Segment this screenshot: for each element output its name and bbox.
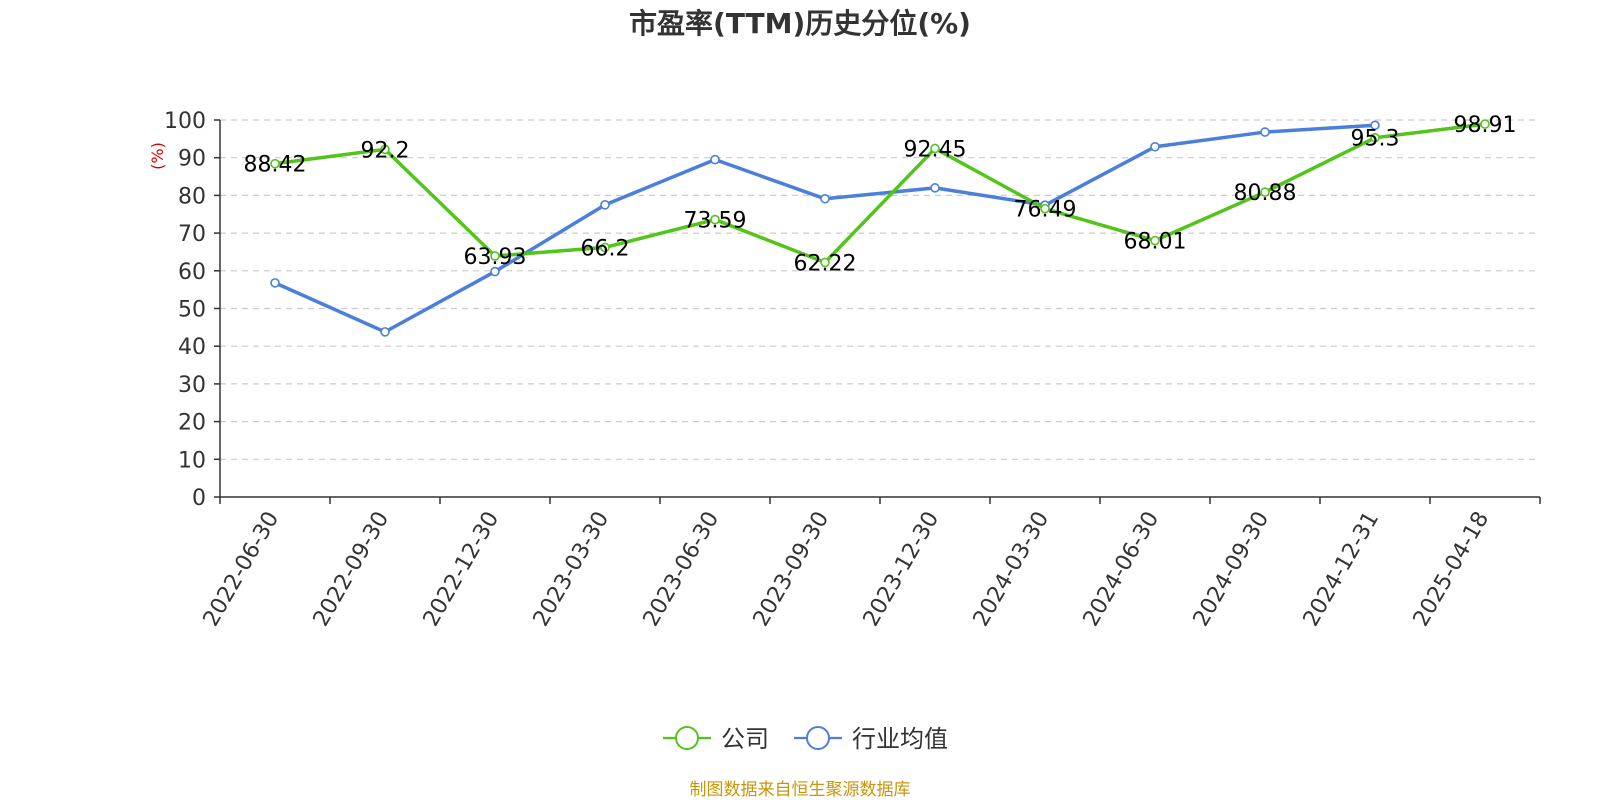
data-point[interactable] — [1150, 141, 1160, 152]
data-point[interactable] — [600, 242, 610, 253]
data-label: 92.45 — [904, 137, 967, 162]
legend-item[interactable]: 行业均值 — [794, 725, 948, 753]
x-tick-label: 2022-09-30 — [309, 508, 395, 631]
x-tick-label: 2023-09-30 — [749, 508, 835, 631]
data-point[interactable] — [820, 193, 830, 204]
legend-marker-icon — [675, 726, 699, 750]
x-tick-label: 2024-03-30 — [969, 508, 1055, 631]
data-label: 73.59 — [684, 209, 747, 234]
y-tick-label: 10 — [178, 448, 206, 473]
data-point[interactable] — [600, 200, 610, 210]
data-point[interactable] — [1040, 203, 1050, 214]
data-label: 76.49 — [1014, 198, 1077, 223]
y-tick-label: 70 — [178, 222, 206, 247]
legend-label: 公司 — [721, 725, 769, 753]
x-tick-label: 2022-06-30 — [199, 508, 285, 631]
data-point[interactable] — [1260, 127, 1270, 137]
data-label: 88.42 — [244, 153, 307, 178]
data-label: 63.93 — [464, 245, 527, 270]
y-tick-label: 20 — [178, 411, 206, 436]
y-tick-label: 100 — [164, 109, 206, 134]
data-point[interactable] — [490, 251, 500, 261]
y-tick-label: 40 — [178, 335, 206, 360]
x-tick-label: 2024-06-30 — [1079, 508, 1165, 631]
x-tick-label: 2024-12-31 — [1299, 508, 1385, 631]
data-label: 95.3 — [1351, 127, 1400, 152]
data-point[interactable] — [270, 158, 280, 169]
data-label: 68.01 — [1124, 230, 1187, 255]
data-label: 80.88 — [1234, 181, 1297, 206]
data-label: 92.2 — [361, 138, 410, 163]
data-point[interactable] — [710, 214, 720, 225]
y-axis-unit: (%) — [148, 142, 167, 170]
x-tick-label: 2022-12-30 — [419, 508, 505, 631]
data-point[interactable] — [930, 143, 940, 154]
data-point[interactable] — [710, 154, 720, 165]
x-tick-label: 2023-12-30 — [859, 508, 945, 631]
data-point[interactable] — [1260, 187, 1270, 197]
legend-label: 行业均值 — [852, 725, 948, 753]
data-label: 98.91 — [1454, 113, 1517, 138]
data-point[interactable] — [1150, 235, 1160, 246]
data-label: 62.22 — [794, 251, 857, 276]
data-point[interactable] — [1370, 132, 1380, 143]
y-tick-label: 0 — [192, 486, 206, 511]
grid-lines — [220, 119, 1540, 460]
data-point[interactable] — [930, 183, 940, 193]
data-point[interactable] — [490, 266, 500, 277]
x-tick-label: 2024-09-30 — [1189, 508, 1275, 631]
y-tick-label: 50 — [178, 298, 206, 323]
data-point[interactable] — [1370, 120, 1380, 131]
data-point[interactable] — [380, 327, 390, 337]
source-note: 制图数据来自恒生聚源数据库 — [690, 780, 911, 800]
axes: 0 10 20 30 40 50 60 70 80 90 100 2022-06-30 2022-09-… — [164, 109, 1541, 631]
data-point[interactable] — [820, 257, 830, 268]
y-tick-label: 60 — [178, 260, 206, 285]
data-point[interactable] — [1480, 119, 1490, 129]
y-tick-label: 80 — [178, 184, 206, 209]
legend-item[interactable]: 公司 — [663, 725, 769, 753]
legend[interactable]: 公司 行业均值 — [663, 725, 948, 753]
series-line — [274, 123, 1376, 334]
series-line — [274, 122, 1486, 265]
series-lines — [270, 119, 1490, 337]
x-tick-label: 2023-03-30 — [529, 508, 615, 631]
chart-title: 市盈率(TTM)历史分位(%) — [629, 7, 971, 40]
data-point[interactable] — [270, 278, 280, 288]
y-tick-label: 30 — [178, 373, 206, 398]
x-tick-label: 2023-06-30 — [639, 508, 725, 631]
x-tick-label: 2025-04-18 — [1409, 508, 1495, 631]
y-tick-label: 90 — [178, 147, 206, 172]
data-labels: 88.42 92.2 63.93 66.2 73.59 62.22 92.45 76.49 68… — [244, 113, 1517, 276]
data-point[interactable] — [380, 144, 390, 155]
data-label: 66.2 — [581, 236, 630, 261]
legend-marker-icon — [806, 726, 830, 750]
